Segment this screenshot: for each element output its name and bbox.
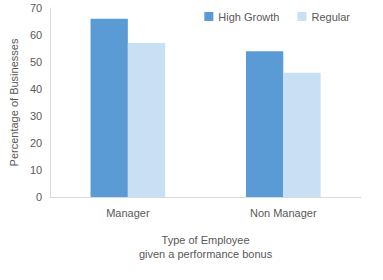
svg-text:20: 20 xyxy=(30,137,42,149)
svg-text:10: 10 xyxy=(30,164,42,176)
svg-text:Type of Employee: Type of Employee xyxy=(162,234,250,246)
svg-text:Percentage of Businesses: Percentage of Businesses xyxy=(8,38,20,166)
svg-text:50: 50 xyxy=(30,56,42,68)
svg-text:High Growth: High Growth xyxy=(218,11,279,23)
svg-text:Regular: Regular xyxy=(311,11,350,23)
svg-text:60: 60 xyxy=(30,29,42,41)
svg-text:70: 70 xyxy=(30,2,42,14)
svg-text:0: 0 xyxy=(36,191,42,203)
svg-text:30: 30 xyxy=(30,110,42,122)
svg-text:given a performance bonus: given a performance bonus xyxy=(139,248,273,260)
svg-text:Non Manager: Non Manager xyxy=(250,207,317,219)
svg-text:40: 40 xyxy=(30,83,42,95)
svg-text:Manager: Manager xyxy=(106,207,150,219)
